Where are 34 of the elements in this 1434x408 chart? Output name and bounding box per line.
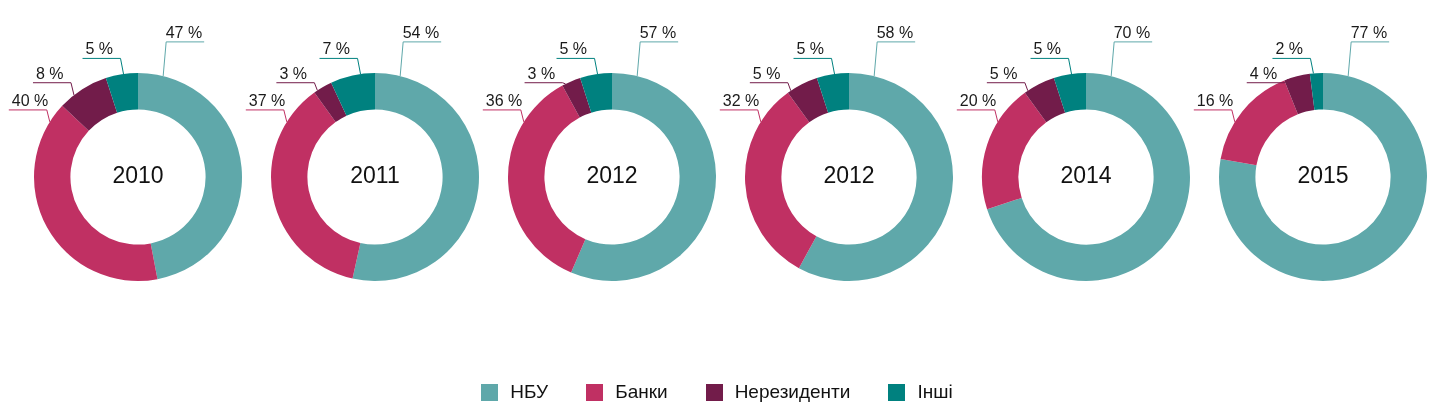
legend-label: Банки — [615, 381, 668, 403]
data-label: 2 % — [1275, 40, 1304, 58]
data-label: 5 % — [559, 40, 588, 58]
data-label: 5 % — [1033, 40, 1062, 58]
data-label: 36 % — [485, 91, 523, 109]
text: 2010 — [112, 162, 164, 189]
legend-label: Нерезиденти — [734, 381, 851, 403]
data-label: 4 % — [1249, 64, 1278, 82]
data-label: 40 % — [11, 91, 49, 109]
data-label: 5 % — [796, 40, 825, 58]
data-label: 54 % — [402, 23, 440, 41]
data-label: 3 % — [279, 64, 307, 82]
data-label: 47 % — [165, 23, 203, 41]
data-label: 5 % — [752, 64, 781, 82]
data-label: 57 % — [639, 23, 677, 41]
data-label: 5 % — [989, 64, 1018, 82]
text: 2012 — [823, 162, 875, 189]
text: 2012 — [586, 162, 638, 189]
data-label: 58 % — [876, 23, 914, 41]
data-label: 7 % — [322, 40, 351, 58]
data-label: 32 % — [722, 91, 760, 109]
data-label: 37 % — [248, 91, 286, 109]
text: 2015 — [1297, 162, 1349, 189]
legend-label: НБУ — [510, 381, 549, 403]
data-label: 77 % — [1350, 23, 1388, 41]
legend-label: Інші — [917, 381, 953, 403]
data-label: 70 % — [1113, 23, 1151, 41]
text: 2014 — [1060, 162, 1112, 189]
data-label: 3 % — [527, 64, 556, 82]
data-label: 20 % — [959, 91, 997, 109]
data-label: 8 % — [35, 64, 64, 82]
data-label: 5 % — [85, 40, 114, 58]
data-label: 16 % — [1196, 91, 1234, 109]
text: 2011 — [350, 162, 400, 189]
